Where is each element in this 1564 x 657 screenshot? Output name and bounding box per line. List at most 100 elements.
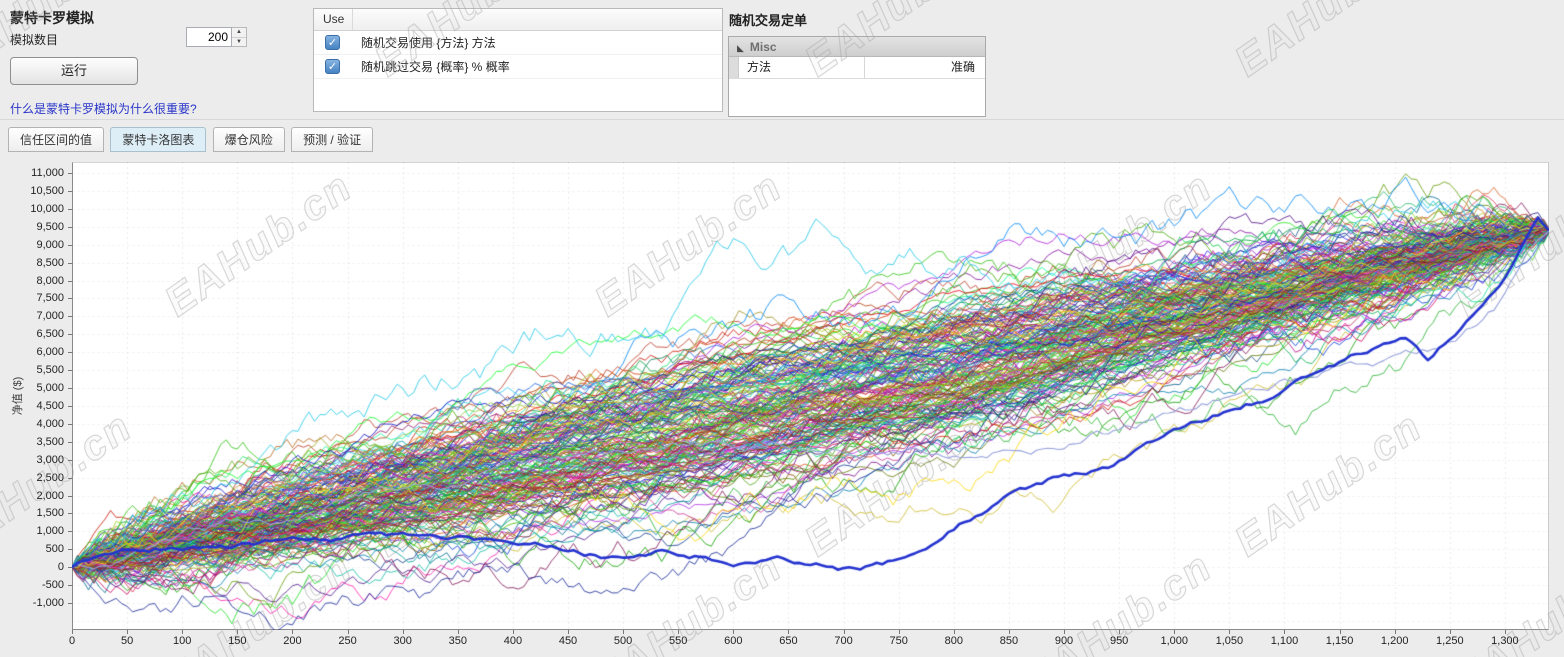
y-tick-label: 9,000 (36, 238, 64, 251)
x-tick-label: 150 (228, 635, 247, 647)
x-tick-label: 600 (724, 635, 743, 647)
column-divider (352, 9, 353, 30)
y-tick-mark (68, 244, 72, 246)
y-tick-mark (68, 226, 72, 228)
simulations-count-input[interactable] (186, 27, 232, 47)
x-tick-mark (1449, 630, 1451, 634)
y-tick-label: 8,000 (36, 274, 64, 287)
x-tick-mark (1229, 630, 1231, 634)
x-tick-mark (72, 630, 73, 634)
y-tick-label: 8,500 (36, 256, 64, 269)
property-name-cell[interactable]: 方法 (739, 57, 865, 78)
x-tick-label: 550 (669, 635, 688, 647)
spinner-up-icon[interactable]: ▲ (236, 29, 242, 35)
y-tick-label: 10,000 (30, 202, 64, 215)
x-tick-label: 1,200 (1380, 635, 1409, 647)
y-tick-mark (68, 370, 72, 372)
tab-confidence-values[interactable]: 信任区间的值 (8, 127, 105, 152)
option-row-skip-trades[interactable]: ✓ 随机跳过交易 {概率} % 概率 (314, 55, 722, 79)
x-tick-label: 1,000 (1160, 635, 1188, 647)
y-tick-label: 5,500 (36, 364, 64, 377)
y-tick-label: 2,500 (36, 471, 64, 484)
help-link[interactable]: 什么是蒙特卡罗模拟为什么很重要? (10, 102, 197, 116)
y-tick-mark (68, 423, 72, 425)
property-value-cell[interactable]: 准确 (950, 60, 975, 74)
y-tick-label: 5,000 (36, 382, 64, 394)
x-tick-mark (623, 630, 625, 634)
y-tick-mark (68, 280, 72, 282)
property-group-header[interactable]: ◣ Misc (729, 37, 985, 57)
y-tick-mark (68, 173, 72, 174)
x-tick-label: 350 (448, 635, 467, 647)
x-tick-label: 850 (999, 635, 1019, 647)
x-tick-label: 400 (503, 635, 523, 647)
x-tick-mark (1394, 630, 1396, 634)
option-row-randomize-trades[interactable]: ✓ 随机交易使用 {方法} 方法 (314, 31, 722, 55)
page-title: 蒙特卡罗模拟 (10, 10, 94, 26)
checkbox-skip-trades[interactable]: ✓ (325, 59, 340, 74)
collapse-triangle-icon[interactable]: ◣ (737, 43, 744, 53)
y-tick-mark (68, 298, 72, 300)
use-header-label: Use (323, 12, 345, 26)
x-tick-mark (292, 630, 294, 634)
x-tick-mark (568, 630, 569, 634)
x-tick-label: 1,300 (1491, 635, 1519, 647)
property-grid: ◣ Misc 方法 准确 (728, 36, 986, 117)
y-tick-label: 3,000 (36, 453, 64, 466)
run-button[interactable]: 运行 (10, 57, 138, 85)
checkbox-randomize-trades[interactable]: ✓ (325, 35, 340, 50)
y-tick-mark (68, 334, 72, 336)
y-tick-mark (68, 352, 72, 354)
top-settings-bar: 蒙特卡罗模拟 模拟数目 ▲ ▼ 运行 什么是蒙特卡罗模拟为什么很重要? Use … (0, 0, 1564, 120)
x-tick-label: 0 (68, 635, 76, 647)
simulations-count-stepper[interactable]: ▲ ▼ (232, 27, 247, 47)
y-tick-label: 9,500 (36, 220, 64, 233)
x-tick-mark (512, 630, 514, 634)
y-tick-label: 4,500 (36, 399, 64, 412)
y-tick-mark (68, 262, 72, 264)
y-tick-label: 7,000 (36, 310, 64, 323)
x-tick-mark (1064, 630, 1065, 634)
x-tick-mark (182, 630, 184, 634)
y-tick-label: 7,500 (36, 292, 64, 305)
randomization-options-panel: Use ✓ 随机交易使用 {方法} 方法 ✓ 随机跳过交易 {概率} % 概率 (313, 8, 723, 112)
y-tick-label: 0 (57, 561, 64, 574)
y-tick-mark (68, 190, 72, 192)
x-tick-mark (457, 630, 459, 634)
x-tick-label: 950 (1109, 635, 1129, 647)
x-tick-label: 450 (558, 635, 578, 647)
x-tick-mark (237, 630, 239, 634)
monte-carlo-equity-chart: 净值 ($) -1,000 -500 0 500 1,000 1,500 2,000 2,50… (0, 153, 1564, 657)
simulations-count-label: 模拟数目 (10, 33, 59, 47)
x-tick-label: 1,100 (1270, 635, 1299, 647)
tab-risk-of-ruin[interactable]: 爆仓风险 (212, 127, 285, 152)
x-tick-label: 900 (1054, 635, 1074, 647)
y-tick-label: 11,000 (31, 167, 64, 179)
x-tick-mark (1008, 630, 1010, 634)
x-tick-label: 50 (120, 635, 134, 647)
x-tick-mark (402, 630, 404, 634)
x-tick-mark (953, 630, 955, 634)
y-tick-mark (68, 477, 72, 479)
tab-monte-carlo-chart[interactable]: 蒙特卡洛图表 (110, 127, 207, 152)
random-trade-order-title: 随机交易定单 (729, 13, 808, 28)
spinner-down-icon[interactable]: ▼ (232, 37, 246, 46)
y-tick-label: 6,500 (36, 328, 64, 341)
x-tick-label: 1,250 (1436, 635, 1464, 647)
tab-prediction-validation[interactable]: 预测 / 验证 (291, 127, 374, 152)
x-tick-mark (1174, 630, 1176, 634)
property-row[interactable]: 方法 准确 (729, 57, 985, 79)
x-tick-mark (898, 630, 900, 634)
y-tick-mark (68, 585, 72, 587)
y-tick-mark (68, 567, 72, 569)
x-tick-label: 250 (338, 635, 357, 647)
y-tick-label: 1,000 (36, 525, 64, 538)
y-tick-mark (68, 549, 72, 551)
x-tick-label: 1,050 (1215, 635, 1244, 647)
y-tick-label: 3,500 (36, 435, 64, 448)
equity-curves-canvas (72, 162, 1549, 630)
y-tick-label: 1,500 (36, 507, 64, 520)
result-tabs: 信任区间的值 蒙特卡洛图表 爆仓风险 预测 / 验证 (0, 121, 1564, 153)
x-tick-label: 650 (779, 635, 798, 647)
random-trade-order-panel: 随机交易定单 ◣ Misc 方法 准确 (728, 4, 986, 117)
